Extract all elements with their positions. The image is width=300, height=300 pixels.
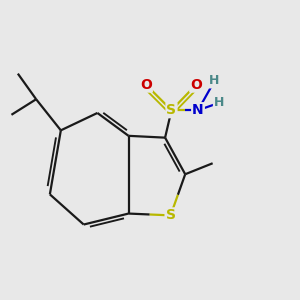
Text: S: S <box>167 103 176 117</box>
Text: N: N <box>192 103 204 117</box>
Text: S: S <box>166 208 176 222</box>
Text: H: H <box>214 96 224 110</box>
Text: H: H <box>209 74 220 88</box>
Text: O: O <box>140 78 152 92</box>
Text: O: O <box>190 78 202 92</box>
